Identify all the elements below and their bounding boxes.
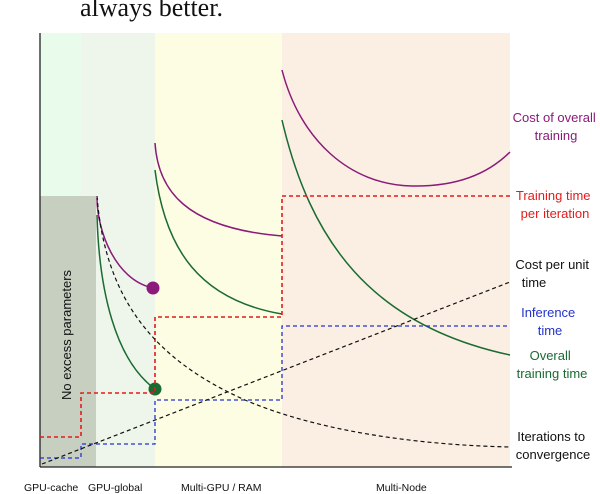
training-time-per-iteration-label: Training time per iteration — [516, 188, 594, 221]
overall-training-time-curve-multi-node — [281, 119, 511, 356]
tier-label-multi-node: Multi-Node — [376, 482, 427, 494]
tier-band-multi-gpu — [155, 33, 282, 467]
cost-overall-curve-multi-node — [281, 69, 511, 187]
tier-label-multi-gpu: Multi-GPU / RAM — [181, 482, 262, 494]
inference-time-label: Inference time — [521, 305, 579, 338]
tier-label-gpu-global: GPU-global — [88, 482, 142, 494]
header-partial-text: always better. — [80, 0, 223, 22]
iterations-to-convergence-label: Iterations to convergence — [516, 429, 590, 462]
overall-training-time-curve-multi-gpu — [154, 169, 283, 315]
cost-overall-marker — [146, 281, 160, 295]
iterations-to-convergence-curve — [96, 195, 511, 448]
cost-overall-curve-gpu-global — [96, 197, 154, 289]
cost-overall-label: Cost of overall training — [513, 110, 600, 143]
tier-label-gpu-cache: GPU-cache — [24, 482, 78, 494]
cost-overall-curve-multi-gpu — [154, 142, 283, 237]
overall-training-time-label: Overall training time — [517, 348, 588, 381]
no-excess-parameters-label: No excess parameters — [59, 269, 74, 400]
inference-time-line — [40, 325, 510, 459]
tier-band-multi-node — [282, 33, 510, 467]
cost-per-unit-time-label: Cost per unit time — [515, 257, 592, 290]
training-time-per-iteration-line — [40, 195, 510, 438]
no-excess-parameters-region — [40, 196, 96, 467]
overall-training-time-curve-gpu-global — [96, 214, 156, 390]
